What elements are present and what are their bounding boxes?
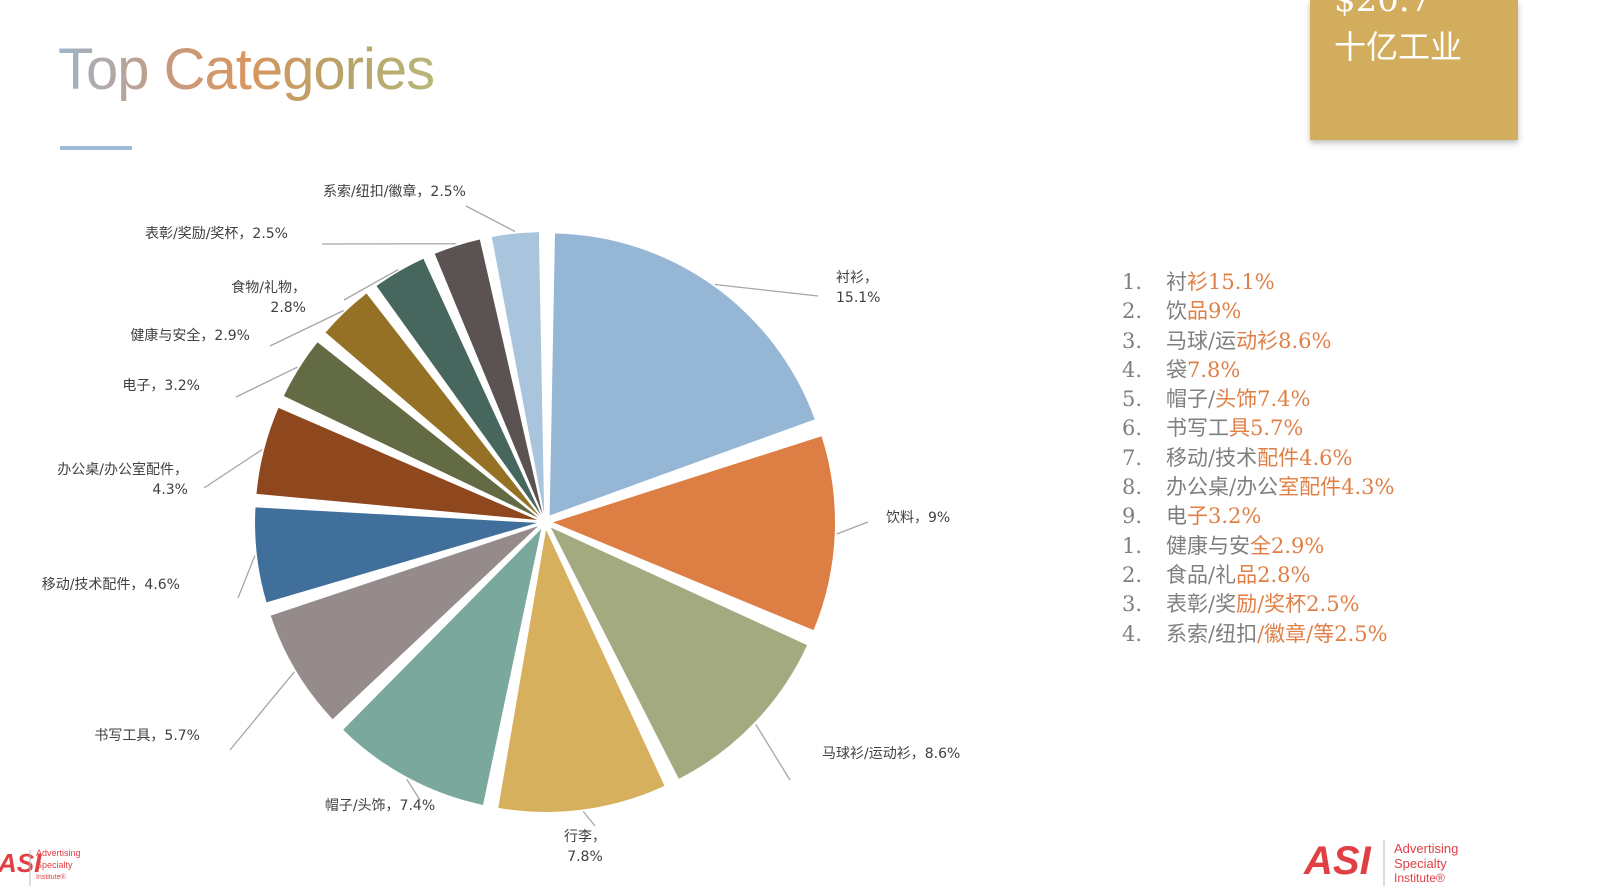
ranking-number: 6. bbox=[1122, 414, 1166, 443]
ranking-number: 2. bbox=[1122, 297, 1166, 326]
ranking-text-gray: 衬 bbox=[1166, 270, 1187, 294]
asi-line1-right: Advertising bbox=[1394, 841, 1458, 856]
ranking-number: 9. bbox=[1122, 502, 1166, 531]
asi-mark-text-right: ASI bbox=[1303, 839, 1372, 883]
ranking-text-orange: 头饰7.4% bbox=[1215, 387, 1310, 411]
ranking-text-orange: 全2.9% bbox=[1250, 534, 1324, 558]
ranking-text-orange: 衫15.1% bbox=[1187, 270, 1275, 294]
ranking-text-gray: 办公桌/办公 bbox=[1166, 475, 1278, 499]
category-pie-chart: 衬衫，15.1% 饮料，9% 马球衫/运动衫，8.6% 行李，7.8% 帽子/头饰，7.… bbox=[0, 0, 1040, 888]
pie-leader-line bbox=[583, 811, 595, 826]
pie-slice-label: 办公桌/办公室配件，4.3% bbox=[57, 461, 188, 498]
ranking-item: 6.书写工具5.7% bbox=[1122, 414, 1394, 443]
ranking-number: 7. bbox=[1122, 444, 1166, 473]
pie-slice-label: 表彰/奖励/奖杯，2.5% bbox=[145, 225, 288, 242]
asi-line2: Specialty bbox=[36, 860, 73, 870]
ranking-text-orange: /徽章/等2.5% bbox=[1257, 622, 1388, 646]
pie-slice-label: 马球衫/运动衫，8.6% bbox=[822, 746, 960, 762]
ranking-text-gray: 移动/技术 bbox=[1166, 446, 1257, 470]
pie-leader-line bbox=[756, 724, 790, 780]
industry-size-box: $20.7 十亿工业 bbox=[1310, 0, 1518, 140]
asi-line3-right: Institute® bbox=[1394, 871, 1445, 885]
ranking-number: 8. bbox=[1122, 473, 1166, 502]
industry-amount: $20.7 bbox=[1334, 0, 1431, 20]
ranking-text-orange: 动衫8.6% bbox=[1236, 329, 1331, 353]
ranking-item: 4.袋7.8% bbox=[1122, 356, 1394, 385]
ranking-number: 4. bbox=[1122, 620, 1166, 649]
ranking-item: 1.衬衫15.1% bbox=[1122, 268, 1394, 297]
pie-leader-line bbox=[204, 450, 262, 488]
pie-slice-label: 饮料，9% bbox=[886, 510, 950, 526]
ranking-number: 5. bbox=[1122, 385, 1166, 414]
ranking-text-gray: 书写工 bbox=[1166, 416, 1229, 440]
ranking-number: 2. bbox=[1122, 561, 1166, 590]
ranking-text-gray: 健康与安 bbox=[1166, 534, 1250, 558]
pie-slice-label: 帽子/头饰，7.4% bbox=[325, 798, 435, 814]
ranking-item: 2.食品/礼品2.8% bbox=[1122, 561, 1394, 590]
asi-logo-mark-left: ASI Advertising Specialty Institute® bbox=[0, 844, 100, 888]
asi-logo-mark-right: ASI Advertising Specialty Institute® bbox=[1300, 832, 1460, 888]
ranking-text-orange: 室配件4.3% bbox=[1278, 475, 1394, 499]
ranking-text-gray: 马球/运 bbox=[1166, 329, 1236, 353]
ranking-number: 3. bbox=[1122, 327, 1166, 356]
ranking-item: 9.电子3.2% bbox=[1122, 502, 1394, 531]
ranking-item: 4.系索/纽扣/徽章/等2.5% bbox=[1122, 620, 1394, 649]
ranking-text-orange: 配件4.6% bbox=[1257, 446, 1352, 470]
ranking-number: 3. bbox=[1122, 590, 1166, 619]
ranking-item: 1.健康与安全2.9% bbox=[1122, 532, 1394, 561]
ranking-text-orange: 励/奖杯2.5% bbox=[1236, 592, 1359, 616]
asi-logo-right: ASI Advertising Specialty Institute® bbox=[1300, 832, 1460, 892]
ranking-item: 3.马球/运动衫8.6% bbox=[1122, 327, 1394, 356]
pie-slice-label: 书写工具，5.7% bbox=[94, 728, 200, 744]
ranking-number: 4. bbox=[1122, 356, 1166, 385]
asi-line2-right: Specialty bbox=[1394, 856, 1447, 871]
pie-leader-line bbox=[238, 556, 255, 598]
asi-logo-left: ASI Advertising Specialty Institute® bbox=[0, 844, 100, 892]
ranking-text-gray: 电 bbox=[1166, 504, 1187, 528]
pie-slice-label: 食物/礼物，2.8% bbox=[231, 279, 306, 316]
ranking-number: 1. bbox=[1122, 532, 1166, 561]
ranking-text-gray: 饮 bbox=[1166, 299, 1187, 323]
ranking-item: 7.移动/技术配件4.6% bbox=[1122, 444, 1394, 473]
pie-leader-line bbox=[466, 206, 515, 232]
ranking-item: 5.帽子/头饰7.4% bbox=[1122, 385, 1394, 414]
ranking-text-orange: 品9% bbox=[1187, 299, 1241, 323]
pie-leader-line bbox=[837, 522, 868, 534]
ranking-text-orange: 具5.7% bbox=[1229, 416, 1303, 440]
ranking-text-orange: 品2.8% bbox=[1236, 563, 1310, 587]
industry-unit: 十亿工业 bbox=[1334, 26, 1464, 68]
pie-slice-label: 电子，3.2% bbox=[122, 378, 200, 394]
ranking-item: 2.饮品9% bbox=[1122, 297, 1394, 326]
pie-leader-line bbox=[230, 672, 294, 750]
ranking-text-gray: 系索/纽扣 bbox=[1166, 622, 1257, 646]
pie-slice-label: 移动/技术配件，4.6% bbox=[42, 577, 180, 593]
ranking-item: 3.表彰/奖励/奖杯2.5% bbox=[1122, 590, 1394, 619]
ranking-number: 1. bbox=[1122, 268, 1166, 297]
ranking-item: 8.办公桌/办公室配件4.3% bbox=[1122, 473, 1394, 502]
asi-line1: Advertising bbox=[36, 848, 81, 858]
pie-slice-label: 衬衫，15.1% bbox=[836, 270, 880, 306]
asi-line3: Institute® bbox=[36, 873, 67, 881]
pie-leader-line bbox=[715, 285, 818, 296]
ranking-text-orange: 7.8% bbox=[1187, 358, 1240, 382]
pie-slice-label: 健康与安全，2.9% bbox=[130, 327, 250, 344]
ranking-text-gray: 食品/礼 bbox=[1166, 563, 1236, 587]
ranking-text-gray: 袋 bbox=[1166, 358, 1187, 382]
ranking-text-gray: 帽子/ bbox=[1166, 387, 1215, 411]
pie-slice-label: 系索/纽扣/徽章，2.5% bbox=[323, 183, 466, 200]
pie-slice-label: 行李，7.8% bbox=[564, 829, 606, 865]
ranking-text-orange: 子3.2% bbox=[1187, 504, 1261, 528]
ranking-text-gray: 表彰/奖 bbox=[1166, 592, 1236, 616]
category-ranking-list: 1.衬衫15.1%2.饮品9%3.马球/运动衫8.6%4.袋7.8%5.帽子/头… bbox=[1122, 268, 1394, 649]
